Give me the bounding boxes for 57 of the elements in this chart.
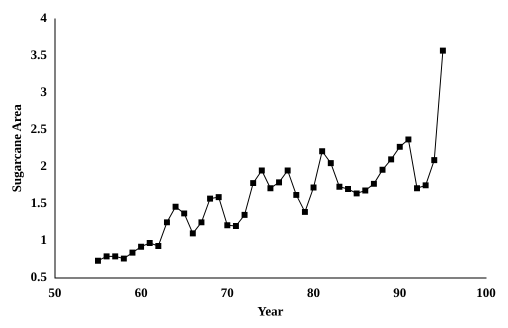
point bbox=[302, 208, 308, 215]
x-tick-label: 70 bbox=[220, 284, 234, 300]
point bbox=[104, 253, 110, 260]
point bbox=[224, 222, 230, 228]
point bbox=[198, 219, 204, 226]
point bbox=[354, 190, 360, 196]
point bbox=[370, 180, 377, 187]
point bbox=[181, 210, 188, 216]
point bbox=[232, 223, 239, 229]
y-tick-label: 2.5 bbox=[30, 121, 48, 136]
point bbox=[112, 253, 118, 260]
point bbox=[414, 185, 420, 192]
point bbox=[129, 250, 136, 256]
y-tick-label: 4 bbox=[40, 10, 48, 26]
x-tick-label: 80 bbox=[307, 284, 320, 300]
point bbox=[258, 168, 265, 174]
point bbox=[405, 136, 412, 142]
point bbox=[431, 157, 438, 164]
point bbox=[345, 186, 352, 192]
point bbox=[380, 166, 386, 173]
point bbox=[267, 185, 274, 192]
point bbox=[155, 243, 162, 249]
point bbox=[310, 184, 317, 190]
point bbox=[120, 256, 127, 262]
y-axis-title: Sugarcane Area bbox=[9, 104, 24, 192]
y-tick-label: 2 bbox=[40, 158, 47, 174]
x-tick-label: 100 bbox=[476, 284, 496, 300]
point bbox=[216, 194, 222, 200]
y-tick-label: 1.5 bbox=[30, 195, 48, 210]
x-tick-label: 60 bbox=[134, 284, 148, 300]
point bbox=[440, 48, 446, 54]
y-tick-label: 0.5 bbox=[30, 269, 48, 284]
point bbox=[242, 212, 248, 218]
point bbox=[146, 240, 153, 246]
point bbox=[396, 144, 403, 150]
y-tick-label: 1 bbox=[40, 232, 47, 248]
point bbox=[284, 168, 291, 174]
point bbox=[94, 258, 101, 264]
x-axis-title: Year bbox=[257, 304, 284, 319]
point bbox=[276, 179, 282, 186]
point bbox=[336, 184, 342, 190]
point bbox=[422, 182, 429, 188]
point bbox=[328, 160, 334, 166]
point bbox=[388, 156, 394, 162]
y-tick-label: 3.5 bbox=[30, 47, 48, 62]
point bbox=[319, 148, 326, 154]
y-tick-label: 3 bbox=[40, 84, 48, 100]
point bbox=[164, 219, 170, 226]
x-tick-label: 90 bbox=[393, 284, 406, 300]
point bbox=[138, 244, 144, 250]
x-tick-label: 50 bbox=[48, 284, 62, 300]
point bbox=[172, 204, 179, 210]
point bbox=[190, 230, 196, 236]
point bbox=[293, 192, 300, 198]
point bbox=[362, 188, 368, 194]
point bbox=[207, 196, 214, 202]
point bbox=[250, 180, 256, 186]
